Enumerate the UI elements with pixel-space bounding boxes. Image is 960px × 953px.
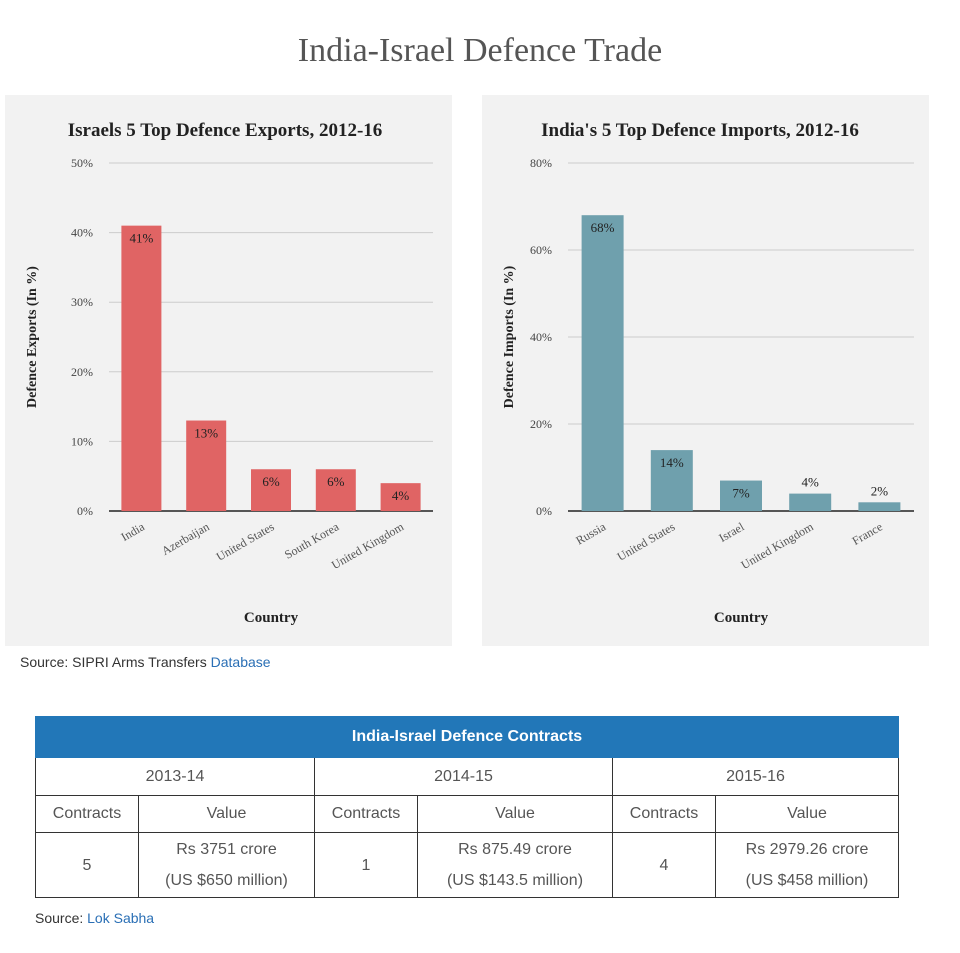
- data-label: 68%: [591, 220, 615, 235]
- imports-chart: India's 5 Top Defence Imports, 2012-16 0%…: [502, 120, 914, 626]
- x-axis-title: Country: [244, 610, 299, 626]
- y-tick-label: 40%: [71, 226, 93, 240]
- data-label: 14%: [660, 455, 684, 470]
- bar: [251, 469, 291, 511]
- data-label: 4%: [392, 488, 410, 503]
- value-rupees: Rs 2979.26 crore: [745, 841, 869, 858]
- value-rupees: Rs 875.49 crore: [458, 841, 572, 858]
- chart-source: Source: SIPRI Arms Transfers Database: [20, 654, 271, 670]
- chart-source-text: Source: SIPRI Arms Transfers: [20, 654, 207, 670]
- contract-value: Rs 2979.26 crore (US $458 million): [714, 832, 900, 898]
- contracts-column-header: Contracts: [612, 795, 716, 833]
- y-tick-label: 30%: [71, 295, 93, 309]
- value-usd: (US $143.5 million): [446, 872, 584, 889]
- data-label: 6%: [327, 474, 345, 489]
- x-tick-label: Israel: [716, 519, 747, 545]
- value-column-header: Value: [417, 795, 613, 833]
- bar: [186, 420, 227, 511]
- exports-chart: Israels 5 Top Defence Exports, 2012-16 0%…: [25, 120, 433, 626]
- y-axis-title: Defence Exports (In %): [25, 266, 40, 408]
- x-tick-label: United States: [615, 519, 678, 563]
- bar: [121, 225, 162, 511]
- value-column-header: Value: [714, 795, 900, 833]
- bar: [789, 493, 832, 511]
- page-title: India-Israel Defence Trade: [297, 32, 663, 69]
- data-label: 4%: [802, 475, 820, 490]
- x-tick-label: Russia: [573, 519, 608, 547]
- table-caption: India-Israel Defence Contracts: [34, 716, 900, 758]
- y-tick-label: 80%: [530, 156, 552, 170]
- imports-chart-panel: India's 5 Top Defence Imports, 2012-16 0%…: [482, 95, 929, 646]
- bar: [720, 480, 762, 511]
- y-tick-label: 0%: [536, 504, 552, 518]
- contract-value: Rs 875.49 crore (US $143.5 million): [417, 832, 613, 898]
- y-tick-label: 20%: [71, 365, 93, 379]
- y-tick-label: 20%: [530, 417, 552, 431]
- chart-title: Israels 5 Top Defence Exports, 2012-16: [68, 120, 383, 141]
- lok-sabha-link[interactable]: Lok Sabha: [87, 910, 155, 926]
- data-label: 41%: [129, 231, 153, 246]
- bar: [650, 450, 693, 511]
- contracts-column-header: Contracts: [314, 795, 418, 833]
- contracts-count: 1: [314, 832, 418, 898]
- value-usd: (US $458 million): [745, 872, 869, 889]
- data-label: 13%: [194, 426, 218, 441]
- data-label: 2%: [871, 483, 889, 498]
- table-source-text: Source:: [35, 910, 84, 926]
- y-axis-title: Defence Imports (In %): [502, 265, 517, 408]
- year-header-2015-16: 2015-16: [611, 757, 900, 796]
- contracts-count: 5: [35, 832, 139, 898]
- bar: [858, 502, 901, 511]
- contracts-column-header: Contracts: [35, 795, 139, 833]
- x-tick-label: India: [119, 519, 148, 544]
- x-axis-title: Country: [714, 610, 769, 626]
- x-tick-label: United States: [214, 519, 277, 563]
- exports-chart-panel: Israels 5 Top Defence Exports, 2012-16 0%…: [5, 95, 452, 646]
- value-column-header: Value: [138, 795, 315, 833]
- y-tick-label: 10%: [71, 434, 93, 448]
- chart-title: India's 5 Top Defence Imports, 2012-16: [541, 120, 859, 141]
- y-tick-label: 60%: [530, 243, 552, 257]
- contracts-table: India-Israel Defence Contracts 2013-14 2…: [34, 716, 900, 898]
- x-tick-label: France: [850, 519, 885, 547]
- x-tick-label: United Kingdom: [329, 519, 407, 572]
- bar: [315, 469, 356, 511]
- data-label: 6%: [262, 474, 280, 489]
- year-header-2014-15: 2014-15: [314, 757, 613, 796]
- x-tick-label: United Kingdom: [739, 519, 817, 572]
- value-rupees: Rs 3751 crore: [176, 841, 277, 858]
- contracts-count: 4: [612, 832, 716, 898]
- bar: [380, 483, 421, 511]
- contract-value: Rs 3751 crore (US $650 million): [138, 832, 315, 898]
- database-link[interactable]: Database: [210, 654, 271, 670]
- bar: [581, 215, 624, 511]
- x-tick-label: Azerbaijan: [159, 519, 212, 557]
- value-usd: (US $650 million): [165, 872, 288, 889]
- x-tick-label: South Korea: [282, 519, 342, 562]
- y-tick-label: 50%: [71, 156, 93, 170]
- data-label: 7%: [732, 486, 750, 501]
- year-header-2013-14: 2013-14: [35, 757, 315, 796]
- y-tick-label: 40%: [530, 330, 552, 344]
- y-tick-label: 0%: [77, 504, 93, 518]
- table-source: Source: Lok Sabha: [35, 910, 154, 926]
